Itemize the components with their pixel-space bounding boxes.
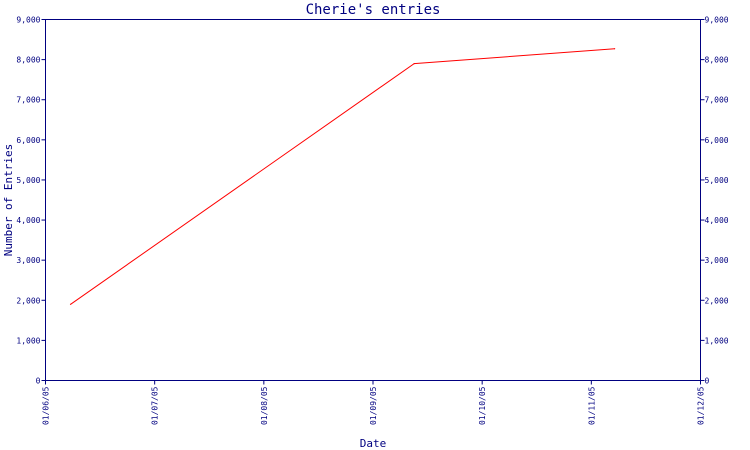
x-tick-label: 01/06/05 — [42, 386, 51, 425]
x-tick-label: 01/12/05 — [697, 386, 706, 425]
y-tick-label-right: 6,000 — [705, 136, 729, 145]
y-tick-label-left: 3,000 — [16, 256, 40, 265]
y-tick-label-right: 5,000 — [705, 176, 729, 185]
x-tick-label: 01/08/05 — [260, 386, 269, 425]
x-tick-label: 01/11/05 — [587, 386, 596, 425]
y-tick-label-left: 6,000 — [16, 136, 40, 145]
y-tick-label-right: 9,000 — [705, 16, 729, 25]
y-tick-label-right: 3,000 — [705, 256, 729, 265]
series-line — [70, 48, 615, 305]
x-tick-label: 01/09/05 — [369, 386, 378, 425]
y-tick-label-left: 4,000 — [16, 216, 40, 225]
y-tick-label-right: 1,000 — [705, 336, 729, 345]
y-tick-label-left: 1,000 — [16, 336, 40, 345]
y-axis-label: Number of Entries — [2, 144, 15, 257]
y-tick-label-left: 2,000 — [16, 296, 40, 305]
x-tick-label: 01/10/05 — [478, 386, 487, 425]
data-point — [613, 48, 616, 50]
y-tick-label-left: 5,000 — [16, 176, 40, 185]
data-point — [413, 63, 415, 65]
y-tick-label-right: 0 — [705, 377, 710, 386]
y-axis-right: 0 1,000 2,000 3,000 4,000 5,000 6,000 7,000 8,00… — [700, 16, 729, 386]
x-axis: 01/06/05 01/07/05 01/08/05 01/09/05 01/10/05… — [42, 380, 706, 425]
chart-title: Cherie's entries — [306, 2, 441, 18]
x-tick-label: 01/07/05 — [151, 386, 160, 425]
y-tick-label-right: 2,000 — [705, 296, 729, 305]
y-tick-label-left: 7,000 — [16, 96, 40, 105]
y-tick-label-right: 7,000 — [705, 96, 729, 105]
y-tick-label-left: 9,000 — [16, 16, 40, 25]
plot-area-frame — [45, 19, 701, 381]
series-layer — [69, 48, 616, 305]
x-axis-label: Date — [360, 437, 387, 450]
y-tick-label-left: 8,000 — [16, 56, 40, 65]
y-axis-left: 0 1,000 2,000 3,000 4,000 5,000 6,000 7,000 8,00… — [16, 16, 46, 386]
y-tick-label-right: 8,000 — [705, 56, 729, 65]
y-tick-label-right: 4,000 — [705, 216, 729, 225]
data-point — [69, 303, 72, 305]
y-tick-label-left: 0 — [36, 377, 41, 386]
